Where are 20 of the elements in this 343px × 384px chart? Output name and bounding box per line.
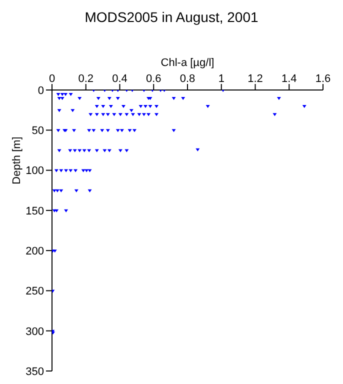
y-tick-label: 150 [26,205,44,218]
x-tick-label: 1 [218,73,224,85]
y-tick-label: 250 [26,286,44,298]
x-tick-label: 1.6 [315,73,331,85]
x-tick-label: 1.4 [281,73,297,85]
x-tick-label: 0.4 [112,73,128,85]
y-tick-label: 300 [26,326,44,338]
y-tick-label: 350 [26,366,44,378]
x-tick-label: 0.2 [78,73,94,85]
chart-title: MODS2005 in August, 2001 [84,8,260,27]
y-axis-title: Depth [m] [10,136,23,184]
x-tick-label: 1.2 [248,73,263,85]
y-tick-label: 50 [32,125,44,138]
y-tick-label: 0 [38,84,44,97]
y-tick-label: 100 [26,165,44,178]
x-tick-label: 0.6 [146,73,162,85]
x-axis-title: Chl-a [µg/l] [160,56,214,69]
x-tick-label: 0 [48,73,56,85]
x-tick-label: 0.8 [180,73,196,85]
y-tick-label: 200 [26,245,44,258]
